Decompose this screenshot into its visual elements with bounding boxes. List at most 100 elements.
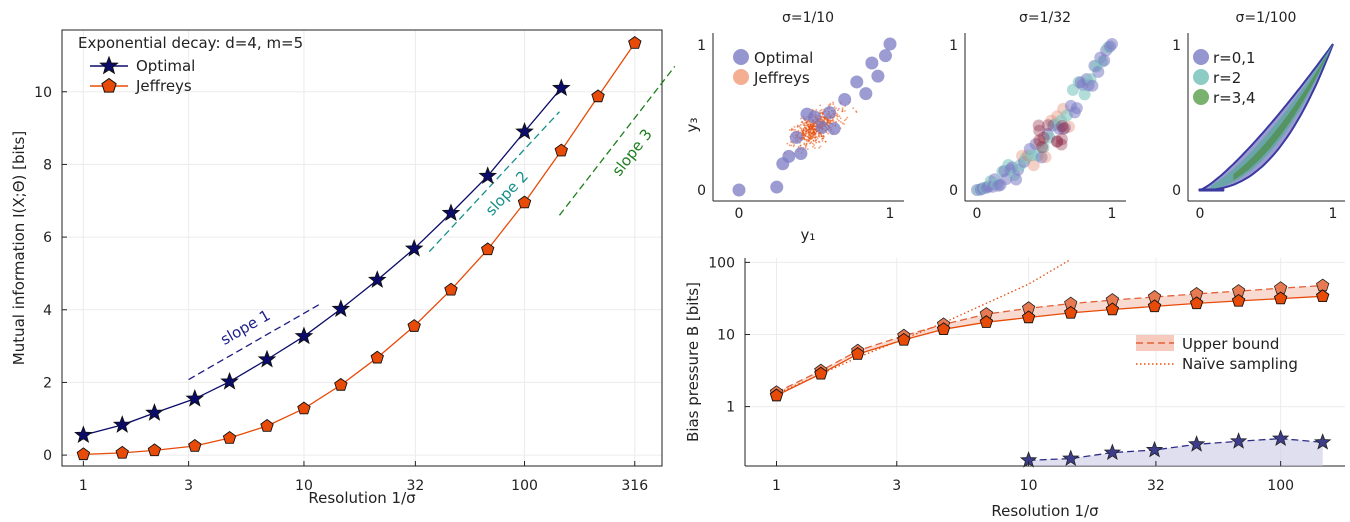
s1-jeffreys-sample xyxy=(799,127,802,129)
s2-overlap-point xyxy=(1037,131,1050,144)
bp-ytick-label: 10 xyxy=(717,327,735,343)
bp-jeffreys-marker xyxy=(897,332,911,346)
s1-jeffreys-sample xyxy=(838,119,840,122)
s1-jeffreys-sample xyxy=(829,102,832,105)
s1-jeffreys-sample xyxy=(809,123,812,126)
s2-point xyxy=(1043,131,1056,144)
s1-ytick-0: 0 xyxy=(697,183,706,199)
s1-jeffreys-sample xyxy=(815,132,818,134)
bp-xtick-label: 32 xyxy=(1147,478,1165,494)
s2-ytick-1: 1 xyxy=(949,38,958,54)
s3-baseline-point xyxy=(1221,188,1225,192)
bp-xtick-label: 10 xyxy=(1020,478,1038,494)
s1-jeffreys-sample xyxy=(806,135,808,138)
mi-marker-jeffreys xyxy=(115,445,129,459)
s1-jeffreys-sample xyxy=(810,141,813,143)
mi-xtick-label: 100 xyxy=(511,478,538,494)
s1-jeffreys-sample xyxy=(821,137,824,140)
mi-marker-optimal xyxy=(478,166,498,184)
s1-jeffreys-sample xyxy=(837,109,839,112)
bp-optimal-marker xyxy=(1187,435,1206,452)
legend-optimal-dot xyxy=(733,49,749,65)
s1-jeffreys-sample xyxy=(805,138,808,141)
mi-marker-optimal xyxy=(331,299,351,317)
bp-jeffreys-marker xyxy=(1147,299,1162,313)
s1-jeffreys-sample xyxy=(802,131,805,134)
s1-jeffreys-sample xyxy=(810,128,812,131)
s2-point xyxy=(1037,141,1050,154)
mi-ref-line-3 xyxy=(558,65,676,216)
s2-point xyxy=(1039,151,1052,164)
s1-jeffreys-sample xyxy=(805,122,808,125)
s1-jeffreys-sample xyxy=(803,143,806,146)
mi-marker-jeffreys xyxy=(554,143,569,157)
s1-optimal-point xyxy=(859,87,873,101)
s1-jeffreys-sample xyxy=(800,124,802,126)
s1-jeffreys-sample xyxy=(804,146,807,149)
sample-panel-2: σ=1/32 1 0 0 1 xyxy=(949,10,1126,222)
mi-xtick-label: 10 xyxy=(295,478,313,494)
s1-jeffreys-sample xyxy=(796,125,799,128)
s1-jeffreys-sample xyxy=(814,136,817,139)
s1-jeffreys-sample xyxy=(843,119,846,122)
bp-ticks: 1 3 10 32 100 1 10 100 xyxy=(708,255,1294,494)
s1-jeffreys-sample xyxy=(803,122,806,125)
s1-legend-jeffreys: Jeffreys xyxy=(753,69,810,87)
mi-marker-jeffreys xyxy=(628,36,642,49)
s1-optimal-point xyxy=(850,75,864,89)
mi-ytick-label: 2 xyxy=(43,375,52,391)
mi-ref-label-3: slope 3 xyxy=(608,125,655,179)
s1-jeffreys-sample xyxy=(846,116,849,119)
s1-jeffreys-sample xyxy=(811,142,814,145)
mi-series-line-optimal xyxy=(83,87,562,436)
mi-grid xyxy=(62,30,662,466)
s2-overlap-point xyxy=(1056,120,1069,132)
bp-jeffreys-marker xyxy=(979,315,994,328)
s1-jeffreys-sample xyxy=(805,143,808,146)
mi-ytick-label: 6 xyxy=(43,230,52,246)
mi-marker-jeffreys xyxy=(444,282,458,296)
mi-legend: Optimal Jeffreys xyxy=(90,55,195,95)
mi-marker-jeffreys xyxy=(481,242,495,256)
bp-optimal-marker xyxy=(1271,429,1290,446)
s1-jeffreys-sample xyxy=(845,118,847,120)
bp-series xyxy=(769,258,1332,468)
s2-title: σ=1/32 xyxy=(1019,10,1071,26)
bp-jeffreys-marker xyxy=(1105,302,1120,316)
s1-jeffreys-sample xyxy=(813,144,815,146)
mi-marker-optimal xyxy=(74,425,93,444)
s1-jeffreys-sample xyxy=(814,140,817,143)
s1-jeffreys-sample xyxy=(800,129,803,132)
s2-overlap-point xyxy=(1033,124,1046,137)
s1-title: σ=1/10 xyxy=(782,10,834,26)
s1-jeffreys-sample xyxy=(821,140,824,142)
bp-legend: Upper bound Naïve sampling xyxy=(1136,335,1298,373)
s1-jeffreys-sample xyxy=(821,109,823,111)
bp-optimal-band xyxy=(1028,438,1323,466)
bp-jeffreys-marker xyxy=(851,347,865,360)
bp-ytick-label: 100 xyxy=(708,255,735,271)
s1-jeffreys-sample xyxy=(818,141,821,144)
s2-overlap-point xyxy=(1051,135,1064,148)
s1-jeffreys-sample xyxy=(804,135,807,137)
mi-ylabel: Mutual information I(X;Θ) [bits] xyxy=(10,131,28,365)
s1-jeffreys-sample xyxy=(797,129,800,132)
mi-marker-optimal xyxy=(367,270,387,288)
s2-point xyxy=(1098,54,1111,67)
s1-optimal-point xyxy=(883,37,897,51)
mi-plot-frame xyxy=(61,29,663,467)
mi-marker-jeffreys xyxy=(517,195,532,209)
s1-jeffreys-sample xyxy=(790,141,792,144)
mi-marker-optimal xyxy=(551,78,571,97)
s2-point xyxy=(1035,151,1048,164)
bp-optimal-marker xyxy=(1062,449,1080,466)
s1-jeffreys-sample xyxy=(788,144,791,147)
bp-optimal-line xyxy=(1028,437,1323,461)
mi-marker-optimal xyxy=(220,371,239,390)
s2-point xyxy=(1078,88,1091,101)
s1-jeffreys-sample xyxy=(792,145,795,148)
mi-ytick-label: 0 xyxy=(43,448,52,464)
bp-ylabel: Bias pressure B [bits] xyxy=(684,282,702,442)
